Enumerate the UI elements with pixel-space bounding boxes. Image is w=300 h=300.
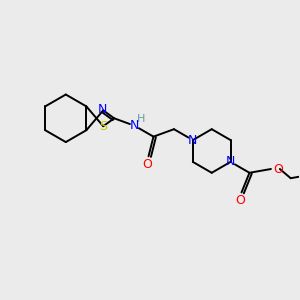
Text: N: N bbox=[98, 103, 107, 116]
Text: N: N bbox=[130, 119, 139, 132]
Text: O: O bbox=[273, 163, 283, 176]
Text: N: N bbox=[226, 155, 235, 168]
Text: O: O bbox=[142, 158, 152, 171]
Text: H: H bbox=[137, 114, 146, 124]
Text: N: N bbox=[188, 134, 197, 147]
Text: O: O bbox=[236, 194, 245, 207]
Text: S: S bbox=[99, 120, 107, 133]
